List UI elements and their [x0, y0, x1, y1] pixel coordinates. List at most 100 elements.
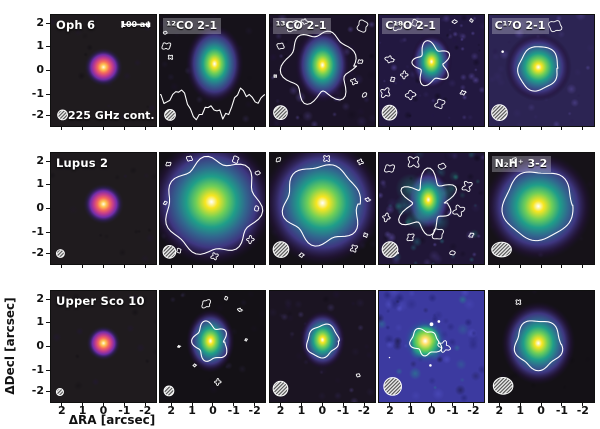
noise-speckle [446, 322, 456, 332]
line-title: C¹⁷O 2-1 [491, 18, 550, 34]
noise-speckle [269, 21, 274, 29]
noise-speckle [240, 298, 248, 307]
noise-speckle [355, 115, 368, 126]
noise-speckle [348, 387, 355, 393]
x-tick-label: 2 [386, 404, 394, 417]
noise-speckle [331, 291, 341, 299]
x-tick-mark [342, 127, 344, 130]
x-tick-mark [561, 127, 563, 130]
noise-speckle [209, 15, 219, 21]
noise-speckle [470, 202, 481, 213]
noise-speckle [189, 21, 198, 29]
panel-uppersco10-continuum: Upper Sco 10 [50, 290, 157, 403]
noise-speckle [409, 360, 418, 368]
contour-line [513, 320, 563, 372]
noise-speckle [480, 154, 485, 161]
noise-speckle [244, 100, 254, 109]
x-tick-mark [191, 265, 193, 268]
x-tick-mark [233, 127, 235, 130]
x-tick-mark [519, 127, 521, 130]
noise-speckle [241, 114, 251, 124]
x-tick-label: -2 [576, 404, 589, 417]
contour-island [349, 244, 358, 253]
noise-speckle [585, 43, 594, 53]
x-tick-mark [191, 127, 193, 130]
x-tick-mark [144, 265, 146, 268]
contour-island [165, 161, 172, 167]
contour-island [237, 307, 244, 312]
contour-island [355, 373, 361, 378]
x-tick-label: -2 [139, 404, 152, 417]
noise-speckle [507, 256, 514, 264]
noise-speckle [411, 87, 416, 92]
noise-speckle [170, 296, 177, 303]
x-tick-mark [498, 265, 500, 268]
noise-speckle [477, 189, 485, 197]
noise-speckle [467, 72, 476, 81]
noise-speckle [408, 291, 416, 298]
noise-speckle [331, 111, 337, 117]
panel-uppersco10-12co [159, 290, 267, 403]
noise-speckle [508, 19, 520, 31]
noise-speckle [274, 32, 283, 40]
contour-dot [500, 50, 504, 53]
beam-icon [272, 380, 289, 397]
noise-speckle [381, 231, 394, 244]
noise-speckle [207, 376, 214, 383]
noise-speckle [394, 323, 404, 332]
x-tick-mark [212, 403, 214, 406]
x-tick-label: 0 [209, 404, 217, 417]
noise-speckle [477, 48, 482, 53]
noise-speckle [169, 19, 178, 28]
panel-uppersco10-c18o [378, 290, 486, 403]
y-tick-mark [46, 231, 50, 233]
x-tick-mark [103, 403, 104, 406]
noise-speckle [350, 347, 360, 357]
noise-speckle [427, 97, 436, 106]
x-tick-mark [233, 403, 235, 406]
contour-island [300, 18, 310, 25]
emission-blob [186, 24, 244, 103]
panel-map-uppersco10-12co [160, 291, 266, 402]
noise-speckle [517, 20, 525, 28]
noise-speckle [475, 178, 481, 185]
noise-speckle [413, 153, 426, 160]
noise-speckle [453, 344, 461, 352]
noise-speckle [209, 384, 219, 395]
noise-speckle [118, 248, 127, 257]
contour-island [244, 338, 249, 342]
noise-speckle [294, 351, 305, 362]
x-tick-mark [540, 127, 542, 130]
y-tick-label: 2 [36, 15, 44, 29]
x-tick-mark [61, 403, 63, 406]
contour-island [357, 59, 364, 64]
contour-island [298, 252, 306, 258]
x-tick-mark [410, 265, 412, 268]
x-tick-mark [280, 127, 282, 130]
noise-speckle [126, 324, 135, 333]
contour-line [305, 323, 340, 359]
x-tick-mark [342, 265, 344, 268]
x-tick-mark [321, 127, 323, 130]
x-tick-mark [452, 127, 454, 130]
contour-island [186, 155, 194, 162]
contour-island [168, 54, 174, 60]
contour-line [281, 164, 361, 247]
noise-speckle [308, 21, 316, 29]
x-tick-mark [582, 265, 584, 268]
x-tick-mark [561, 403, 563, 406]
x-tick-mark [582, 127, 584, 130]
noise-speckle [220, 291, 228, 296]
noise-speckle [163, 395, 168, 400]
x-tick-mark [321, 403, 323, 406]
noise-speckle [73, 380, 83, 391]
noise-speckle [463, 297, 476, 311]
panel-map-uppersco10-continuum [51, 291, 156, 402]
x-tick-mark [191, 403, 193, 406]
contour-island [362, 232, 369, 238]
beam-icon [55, 387, 64, 397]
contour-island [323, 155, 331, 163]
contour-island [469, 18, 474, 23]
beam-icon [164, 109, 177, 121]
y-tick-label: 1 [36, 39, 44, 53]
